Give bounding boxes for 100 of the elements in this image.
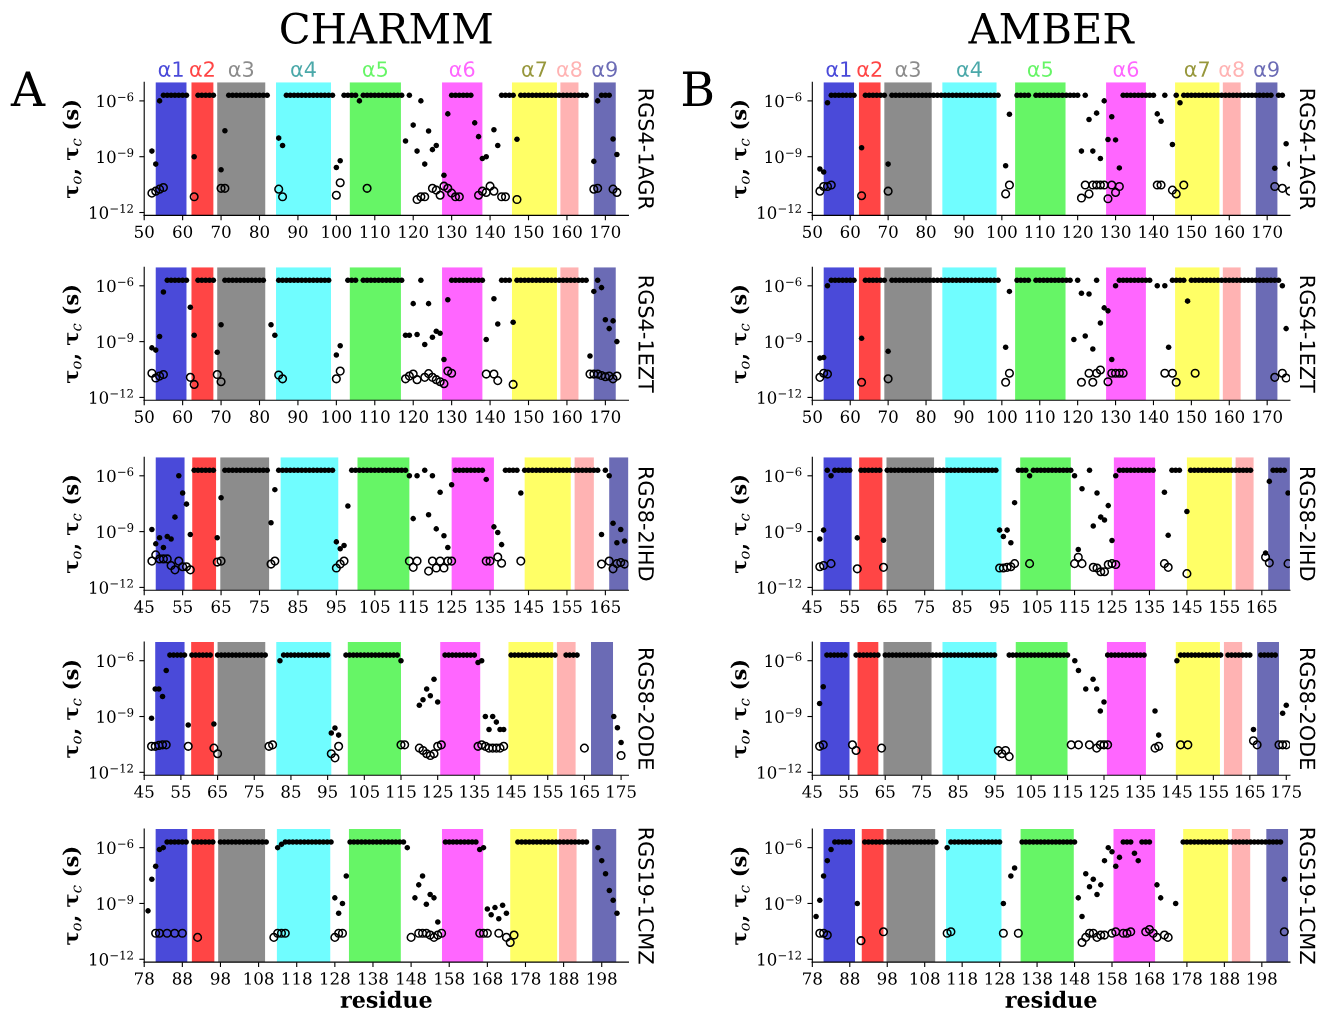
band-label: α6 <box>1113 61 1139 77</box>
band-label: α2 <box>857 61 882 77</box>
x-tick-label: 165 <box>591 600 620 613</box>
x-tick-label: 175 <box>607 785 636 798</box>
x-tick-label: 140 <box>476 225 505 239</box>
x-tick-label: 50 <box>135 225 154 239</box>
y-axis-title: τ$_{o}$, τ$_{c}$ (s) <box>730 660 750 758</box>
y-tick-label: 10$^{−6}$ <box>97 92 134 108</box>
y-axis-title: τ$_{o}$, τ$_{c}$ (s) <box>62 475 82 573</box>
x-tick-label: 145 <box>1173 600 1202 613</box>
y-tick-label: 10$^{−12}$ <box>90 388 133 404</box>
x-tick-label: 130 <box>437 225 467 239</box>
text: RGS4-1EZT <box>638 276 655 393</box>
text: RGS4-1AGR <box>638 89 655 210</box>
x-tick-label: 45 <box>134 600 154 613</box>
y-tick-label: 10$^{−12}$ <box>758 763 801 779</box>
y-tick-label: 10$^{−6}$ <box>97 277 134 293</box>
x-tick-label: 105 <box>1017 785 1046 798</box>
x-tick-label: 168 <box>473 972 503 985</box>
y-tick-label: 10$^{−12}$ <box>90 950 133 966</box>
y-tick-label: 10$^{−6}$ <box>97 652 134 668</box>
x-tick-label: 100 <box>322 225 352 239</box>
x-tick-label: 165 <box>1247 600 1277 613</box>
x-tick-label: 125 <box>1090 785 1119 798</box>
x-tick-label: 50 <box>803 410 822 423</box>
x-tick-label: 115 <box>1053 785 1083 798</box>
x-tick-label: 60 <box>840 225 860 239</box>
x-tick-label: 150 <box>1177 410 1207 423</box>
y-tick-label: 10$^{−9}$ <box>765 523 802 539</box>
text: RGS19-1CMZ <box>1299 828 1316 964</box>
x-tick-label: 55 <box>173 600 192 613</box>
x-tick-label: 108 <box>244 972 274 985</box>
y-axis-title: τ$_{o}$, τ$_{c}$ (s) <box>730 475 750 573</box>
chart-title: CHARMM <box>281 12 492 44</box>
x-tick-label: 85 <box>948 785 968 798</box>
x-tick-label: 88 <box>172 972 192 985</box>
x-tick-label: 75 <box>245 785 264 798</box>
x-tick-label: 80 <box>250 410 269 423</box>
y-axis-title: τ$_{o}$, τ$_{c}$ (s) <box>62 101 82 199</box>
y-tick-label: 10$^{−9}$ <box>97 523 134 539</box>
y-tick-label: 10$^{−9}$ <box>97 894 134 910</box>
text: RGS8-2ODE <box>1299 648 1316 770</box>
x-tick-label: 80 <box>916 410 936 423</box>
x-tick-label: 155 <box>1210 600 1239 613</box>
x-tick-label: 155 <box>533 785 563 798</box>
x-tick-label: 105 <box>350 785 379 798</box>
x-tick-label: 170 <box>591 225 621 239</box>
chart-title: AMBER <box>968 13 1135 44</box>
band-label: α3 <box>228 61 254 77</box>
x-tick-label: 90 <box>288 410 308 423</box>
x-tick-label: 85 <box>281 785 301 798</box>
text: RGS8-2IHD <box>638 467 655 581</box>
x-tick-label: 110 <box>360 410 390 423</box>
x-tick-label: 168 <box>1135 972 1165 985</box>
x-tick-label: 130 <box>1101 225 1131 239</box>
y-tick-label: 10$^{−12}$ <box>90 578 133 594</box>
x-tick-label: 120 <box>399 410 429 423</box>
x-tick-label: 90 <box>954 410 974 423</box>
y-tick-label: 10$^{−12}$ <box>90 204 133 219</box>
x-tick-label: 145 <box>1163 785 1192 798</box>
x-tick-label: 80 <box>250 225 269 239</box>
x-tick-label: 75 <box>915 600 935 613</box>
text: A <box>10 71 46 106</box>
text: RGS4-1EZT <box>1299 276 1316 393</box>
x-tick-label: 170 <box>1253 410 1282 423</box>
x-tick-label: 115 <box>399 600 428 613</box>
band-label: α8 <box>1219 61 1244 77</box>
x-tick-label: 45 <box>134 785 154 798</box>
x-tick-label: 60 <box>840 410 860 423</box>
band-label: α2 <box>190 61 214 77</box>
y-axis-title: τ$_{o}$, τ$_{c}$ (s) <box>62 660 82 758</box>
band-label: α3 <box>895 61 920 77</box>
x-tick-label: 135 <box>476 600 505 613</box>
x-tick-label: 140 <box>1139 410 1169 423</box>
x-tick-label: 125 <box>437 600 467 613</box>
x-tick-label: 85 <box>952 600 972 613</box>
band-label: α5 <box>1027 61 1052 77</box>
x-tick-label: 170 <box>591 410 621 423</box>
band-label: α5 <box>363 61 388 77</box>
y-tick-label: 10$^{−9}$ <box>765 708 802 723</box>
y-tick-label: 10$^{−12}$ <box>758 388 801 404</box>
x-tick-label: 105 <box>1023 600 1052 613</box>
x-tick-label: 135 <box>460 785 489 798</box>
x-tick-label: 70 <box>878 410 898 423</box>
x-tick-label: 65 <box>211 600 231 613</box>
y-axis-title: τ$_{o}$, τ$_{c}$ (s) <box>730 847 750 945</box>
x-tick-label: 158 <box>435 972 465 985</box>
x-tick-label: 118 <box>948 972 977 985</box>
y-tick-label: 10$^{−6}$ <box>765 839 802 855</box>
band-label: α6 <box>449 61 475 77</box>
x-tick-label: 78 <box>135 972 154 985</box>
band-label: α8 <box>557 61 582 77</box>
x-tick-label: 70 <box>878 225 898 239</box>
x-tick-label: 78 <box>803 972 822 985</box>
x-tick-label: 108 <box>910 972 940 985</box>
x-axis-title: residue <box>340 990 432 1008</box>
x-tick-label: 160 <box>553 225 582 239</box>
y-tick-label: 10$^{−9}$ <box>765 894 802 910</box>
x-tick-label: 128 <box>320 972 350 985</box>
x-tick-label: 148 <box>1060 972 1090 985</box>
